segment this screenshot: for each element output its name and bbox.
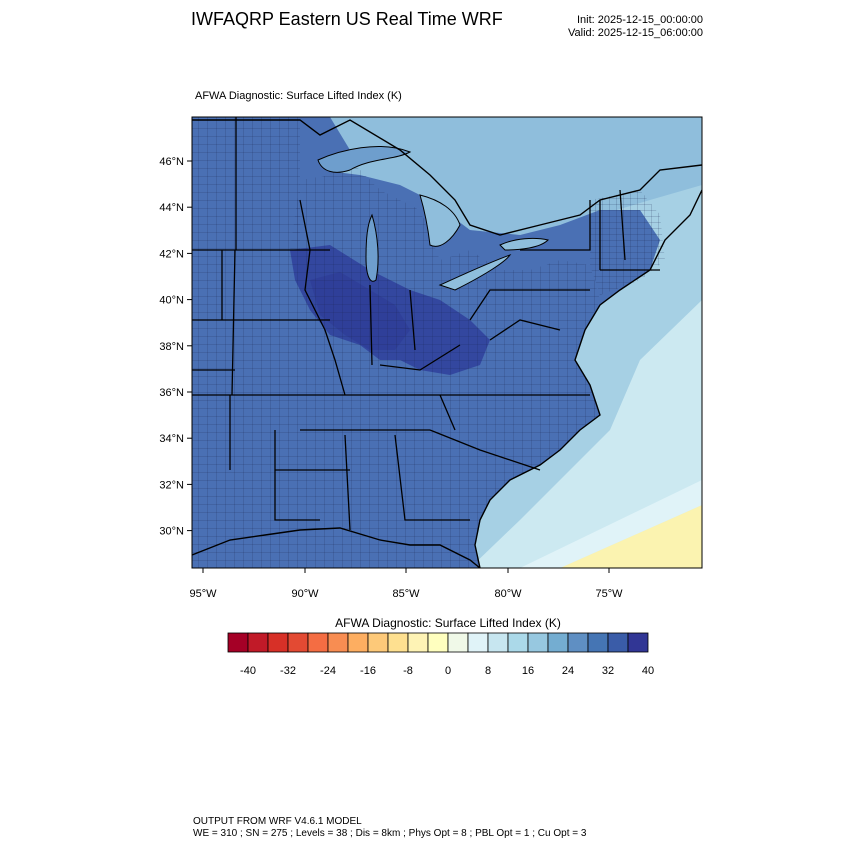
- lat-label: 44°N: [159, 202, 184, 214]
- lon-label: 80°W: [494, 588, 522, 600]
- lon-label: 85°W: [392, 588, 420, 600]
- colorbar-ticks: -40 -32 -24 -16 -8 0 8 16 24 32 40: [240, 665, 654, 677]
- colorbar-cell: [587, 632, 609, 653]
- colorbar-tick-label: 8: [485, 665, 491, 677]
- colorbar-tick-label: -24: [320, 665, 336, 677]
- colorbar-tick-label: -40: [240, 665, 256, 677]
- lake-superior: [317, 146, 412, 173]
- footer-model: OUTPUT FROM WRF V4.6.1 MODEL: [193, 816, 362, 827]
- near-warm-band: [520, 480, 702, 568]
- colorbar-tick-label: 24: [562, 665, 574, 677]
- lake-huron: [419, 194, 461, 247]
- colorbar-cell: [227, 632, 249, 653]
- plot-title: AFWA Diagnostic: Surface Lifted Index (K…: [195, 90, 402, 102]
- state-borders: [192, 117, 660, 531]
- lat-label: 38°N: [159, 341, 184, 353]
- map-frame: [191, 116, 703, 569]
- main-title: IWFAQRP Eastern US Real Time WRF: [191, 9, 503, 29]
- lat-axis: 46°N 44°N 42°N 40°N 38°N 36°N 34°N 32°N 30°N: [159, 156, 192, 538]
- colorbar-cell: [567, 632, 589, 653]
- lat-label: 46°N: [159, 156, 184, 168]
- colorbar-cell: [527, 632, 549, 653]
- colorbar-tick-label: -16: [360, 665, 376, 677]
- colorbar-tick-label: 32: [602, 665, 614, 677]
- colorbar-cell: [267, 632, 289, 653]
- colorbar-cell: [327, 632, 349, 653]
- colorbar-cell: [547, 632, 569, 653]
- lon-axis: 95°W 90°W 85°W 80°W 75°W: [189, 568, 623, 600]
- colorbar-cell: [347, 632, 369, 653]
- lon-label: 95°W: [189, 588, 217, 600]
- colorbar-cell: [367, 632, 389, 653]
- colorbar-tick-label: 40: [642, 665, 654, 677]
- colorbar-tick-label: -8: [403, 665, 413, 677]
- init-time: Init: 2025-12-15_00:00:00: [577, 14, 703, 26]
- colorbar-tick-label: -32: [280, 665, 296, 677]
- lat-label: 42°N: [159, 248, 184, 260]
- colorbar-cell: [607, 632, 629, 653]
- lat-label: 30°N: [159, 526, 184, 538]
- county-lines: [192, 160, 600, 568]
- footer-config: WE = 310 ; SN = 275 ; Levels = 38 ; Dis …: [193, 828, 587, 839]
- county-lines-north: [192, 117, 300, 250]
- lat-label: 36°N: [159, 387, 184, 399]
- lon-label: 75°W: [595, 588, 623, 600]
- lat-label: 32°N: [159, 479, 184, 491]
- colorbar-cell: [627, 632, 649, 653]
- lat-label: 40°N: [159, 295, 184, 307]
- lake-erie: [438, 254, 512, 291]
- valid-time: Valid: 2025-12-15_06:00:00: [568, 27, 703, 39]
- colorbar-cell: [427, 632, 449, 653]
- lon-label: 90°W: [291, 588, 319, 600]
- colorbar-cell: [287, 632, 309, 653]
- colorbar-cell: [487, 632, 509, 653]
- colorbar-cell: [507, 632, 529, 653]
- map-field: [192, 117, 702, 568]
- colorbar-cell: [467, 632, 489, 653]
- lake-ontario: [499, 237, 549, 251]
- canada-border: [192, 119, 702, 236]
- colorbar-title: AFWA Diagnostic: Surface Lifted Index (K…: [335, 616, 561, 630]
- county-lines-newengland: [590, 190, 665, 295]
- colorbar-tick-label: 0: [445, 665, 451, 677]
- lat-label: 34°N: [159, 433, 184, 445]
- colorbar-cell: [447, 632, 469, 653]
- colorbar-tick-label: 16: [522, 665, 534, 677]
- lake-michigan: [365, 213, 379, 282]
- coastline: [192, 189, 702, 568]
- colorbar-cell: [307, 632, 329, 653]
- colorbar-cell: [247, 632, 269, 653]
- colorbar-cell: [387, 632, 409, 653]
- colorbar-cell: [407, 632, 429, 653]
- colorbar: [227, 632, 649, 653]
